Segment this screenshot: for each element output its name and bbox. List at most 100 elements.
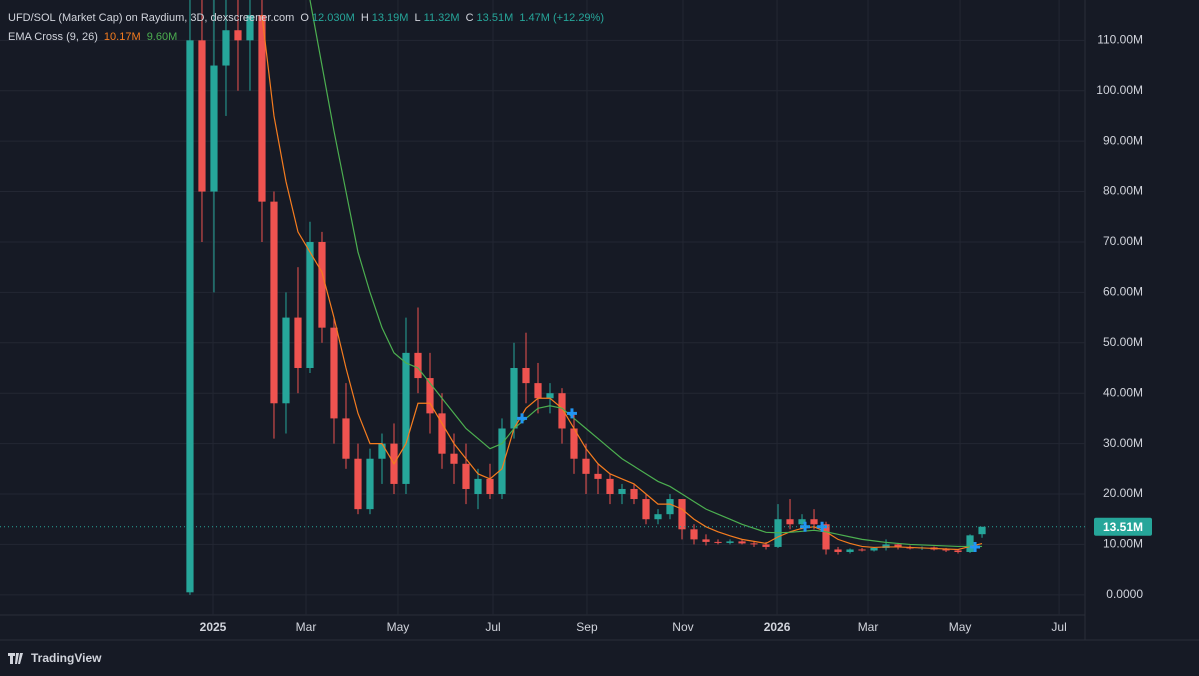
legend-line: UFD/SOL (Market Cap) on Raydium, 3D, dex… [8,12,607,24]
candle-body [702,539,710,542]
ohlc-key: H [360,12,369,24]
candle-body [786,519,794,525]
candle-body [714,541,722,543]
plot-area [0,0,1085,595]
candle-body [654,514,662,520]
candle-body [210,65,218,192]
candle-body [462,463,470,489]
indicator-value: 10.17M [103,31,141,43]
candle-body [582,458,590,474]
candle-body [354,458,362,510]
ohlc-value: 11.32M [423,12,460,24]
y-tick-label: 10.00M [1103,537,1143,551]
ohlc-key: L [414,12,421,24]
candle-body [330,327,338,419]
candle-body [822,524,830,550]
candle-body [630,488,638,500]
candle-body [294,317,302,368]
candle-body [222,30,230,66]
candle-body [726,541,734,543]
candle-body [450,453,458,464]
ohlc-value: 13.51M [476,12,514,24]
indicator-value: 9.60M [146,31,178,43]
cross-marker [566,408,577,419]
x-tick-label: Mar [858,620,879,634]
brand: TradingView [31,651,102,665]
cross-marker [970,541,981,552]
x-tick-label: 2026 [764,620,791,634]
candle-body [342,418,350,459]
candle-body [594,473,602,479]
candle-body [318,241,326,328]
y-tick-label: 20.00M [1103,486,1143,500]
axes: 0.0000 10.00M 20.00M 30.00M 40.00M 50.00M 60.0… [200,32,1152,634]
symbol: UFD/SOL (Market Cap) on Raydium, 3D, dex… [8,12,295,24]
last-price-label: 13.51M [1103,520,1143,534]
y-tick-label: 100.00M [1096,83,1143,97]
x-tick-label: Mar [296,620,317,634]
y-tick-label: 30.00M [1103,436,1143,450]
candle-body [522,367,530,384]
candle-body [678,499,686,530]
change: 1.47M (+12.29%) [519,12,604,24]
candle-body [474,478,482,495]
candle-body [858,549,866,551]
candle-body [534,383,542,399]
candle-body [558,393,566,429]
cross-marker [517,413,528,424]
candle-body [894,544,902,548]
candle-body [666,499,674,515]
candle-body [618,488,626,495]
candle-body [186,40,194,593]
cross-marker [817,521,828,532]
candle-body [414,352,422,379]
last-price-badge [1094,517,1152,536]
y-tick-label: 110.00M [1097,32,1143,46]
candle-body [606,478,614,495]
candle-body [966,535,974,552]
y-tick-label: 50.00M [1103,335,1143,349]
candle-body [246,15,254,41]
candle-body [750,543,758,545]
ema-line [309,0,983,548]
candle-body [546,393,554,399]
candle-body [882,544,890,548]
candle-body [570,428,578,459]
y-tick-label: 90.00M [1103,133,1143,147]
candle-body [690,529,698,540]
y-tick-label: 40.00M [1103,385,1143,399]
x-tick-label: Nov [672,620,693,634]
ema-line [261,15,983,551]
ohlc-key: O [300,12,309,24]
candle-body [642,499,650,520]
candle-body [846,549,854,552]
y-tick-label: 70.00M [1103,234,1143,248]
logo [8,652,23,664]
y-tick-label: 60.00M [1103,285,1143,299]
candle-body [942,549,950,551]
candle-body [438,413,446,454]
candle-body [510,367,518,429]
candle-body [282,317,290,404]
candle-body [306,241,314,368]
candle-body [234,30,242,41]
candle-body [870,547,878,551]
candle-body [402,352,410,484]
ohlc-value: 12.030M [311,12,355,24]
candle-body [498,428,506,495]
x-tick-label: May [387,620,410,634]
candle-body [270,201,278,404]
candle-body [378,443,386,459]
candle-body [978,526,986,535]
grid [0,0,1085,615]
ohlc-value: 13.19M [371,12,409,24]
candle-body [738,541,746,544]
ohlc-key: C [465,12,474,24]
x-tick-label: Sep [576,620,598,634]
candle-body [366,458,374,510]
x-tick-label: Jul [1051,620,1066,634]
candle-body [486,478,494,495]
